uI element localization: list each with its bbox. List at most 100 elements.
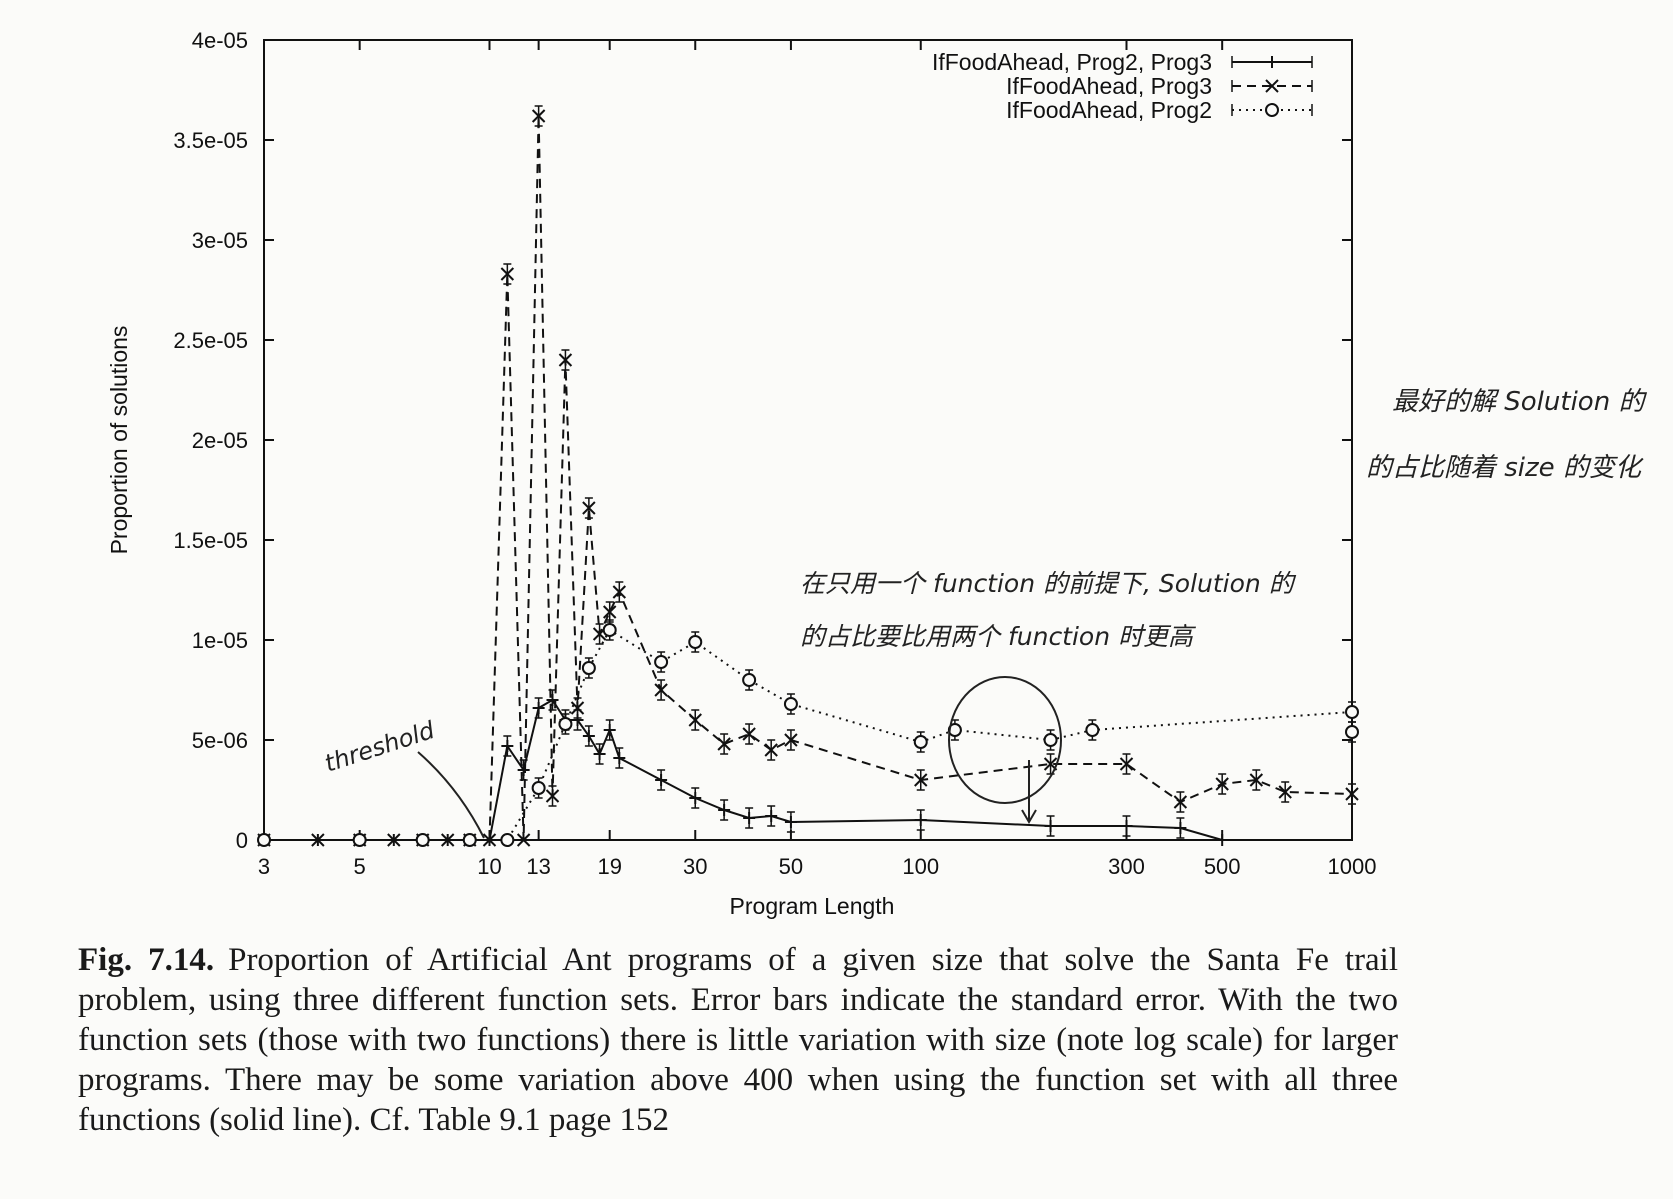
- data-point: [570, 701, 585, 715]
- data-point: [612, 585, 627, 599]
- data-point: [613, 752, 626, 764]
- note-threshold: threshold: [321, 716, 438, 778]
- y-tick-label: 2.5e-05: [173, 328, 248, 353]
- data-point: [415, 833, 430, 847]
- data-point: [531, 109, 546, 123]
- data-point: [914, 814, 927, 826]
- data-point: [602, 623, 617, 637]
- data-point: [784, 733, 798, 747]
- data-point: [1249, 773, 1264, 787]
- data-point: [688, 713, 702, 727]
- y-tick-label: 1e-05: [192, 628, 248, 653]
- data-point: [1120, 820, 1133, 832]
- legend-label: IfFoodAhead, Prog2: [1006, 97, 1212, 123]
- data-point: [593, 748, 606, 760]
- x-tick-label: 500: [1204, 854, 1241, 879]
- data-point: [501, 740, 514, 752]
- series-markers: [257, 105, 1359, 847]
- data-point: [257, 833, 271, 847]
- data-point: [532, 702, 545, 714]
- x-tick-label: 300: [1108, 854, 1145, 879]
- y-tick-label: 3e-05: [192, 228, 248, 253]
- y-tick-label: 2e-05: [192, 428, 248, 453]
- data-point: [718, 804, 731, 816]
- note-best-solution-line2: 的占比随着 size 的变化: [1366, 453, 1644, 483]
- caption-text: Proportion of Artificial Ant programs of…: [78, 942, 1398, 1138]
- data-point: [743, 812, 756, 824]
- data-point: [1173, 795, 1188, 809]
- x-tick-label: 3: [258, 854, 270, 879]
- data-point: [742, 673, 757, 687]
- x-tick-label: 19: [597, 854, 621, 879]
- data-point: [764, 743, 778, 757]
- x-axis-label: Program Length: [730, 893, 895, 919]
- data-point: [742, 727, 756, 741]
- data-point: [654, 683, 668, 697]
- x-tick-label: 50: [779, 854, 803, 879]
- circle-arrow: [1021, 760, 1037, 824]
- data-point: [1174, 822, 1187, 834]
- data-point: [558, 353, 573, 367]
- data-point: [352, 833, 367, 847]
- figure-caption: Fig. 7.14. Proportion of Artificial Ant p…: [78, 940, 1398, 1140]
- data-point: [654, 655, 669, 669]
- data-point: [602, 605, 617, 619]
- data-point: [689, 792, 702, 804]
- y-tick-label: 1.5e-05: [173, 528, 248, 553]
- data-point: [582, 730, 595, 742]
- data-point: [1043, 733, 1058, 747]
- data-point: [1265, 103, 1279, 117]
- data-point: [582, 501, 596, 515]
- data-point: [717, 737, 731, 751]
- data-point: [1266, 56, 1278, 68]
- figure-label: Fig. 7.14.: [78, 942, 215, 978]
- data-point: [387, 833, 401, 847]
- legend-label: IfFoodAhead, Prog2, Prog3: [932, 49, 1212, 75]
- data-point: [1216, 834, 1229, 846]
- data-point: [546, 694, 559, 706]
- data-point: [1265, 79, 1279, 93]
- data-point: [581, 661, 596, 675]
- data-point: [688, 635, 703, 649]
- note-circle: [948, 676, 1062, 804]
- data-point: [1345, 705, 1359, 719]
- data-point: [1345, 725, 1359, 739]
- legend: IfFoodAhead, Prog2, Prog3 IfFoodAhead, Pr…: [932, 49, 1313, 123]
- data-point: [1345, 787, 1359, 801]
- x-tick-label: 5: [354, 854, 366, 879]
- data-point: [1044, 820, 1057, 832]
- data-point: [517, 764, 530, 776]
- note-one-function-line2: 的占比要比用两个 function 时更高: [800, 622, 1197, 651]
- x-tick-label: 30: [683, 854, 707, 879]
- chart: 0 5e-06 1e-05 1.5e-05 2e-05 2.5e-05 3e-05 3.5e-…: [106, 28, 1647, 919]
- data-point: [440, 833, 455, 847]
- data-point: [482, 833, 497, 847]
- data-point: [500, 267, 515, 281]
- threshold-arrow: [417, 751, 485, 839]
- y-axis-label: Proportion of solutions: [106, 326, 132, 555]
- data-point: [1278, 785, 1292, 799]
- y-tick-label: 0: [236, 828, 248, 853]
- data-point: [558, 717, 573, 731]
- y-tick-label: 4e-05: [192, 28, 248, 53]
- data-point: [462, 833, 477, 847]
- x-tick-label: 100: [902, 854, 939, 879]
- data-point: [545, 789, 560, 803]
- data-point: [913, 735, 928, 749]
- data-point: [531, 781, 546, 795]
- data-point: [1119, 757, 1134, 771]
- data-point: [765, 810, 778, 822]
- data-point: [311, 833, 325, 847]
- data-point: [516, 833, 531, 847]
- data-point: [500, 833, 515, 847]
- note-one-function-line1: 在只用一个 function 的前提下, Solution 的: [800, 569, 1297, 598]
- series-line-1: [264, 698, 1223, 841]
- data-point: [655, 774, 668, 786]
- data-point: [1215, 777, 1229, 791]
- x-tick-label: 1000: [1328, 854, 1377, 879]
- note-best-solution-line1: 最好的解 Solution 的: [1392, 387, 1647, 417]
- data-point: [783, 697, 798, 711]
- x-tick-label: 10: [477, 854, 501, 879]
- x-tick-label: 13: [526, 854, 550, 879]
- y-tick-label: 3.5e-05: [173, 128, 248, 153]
